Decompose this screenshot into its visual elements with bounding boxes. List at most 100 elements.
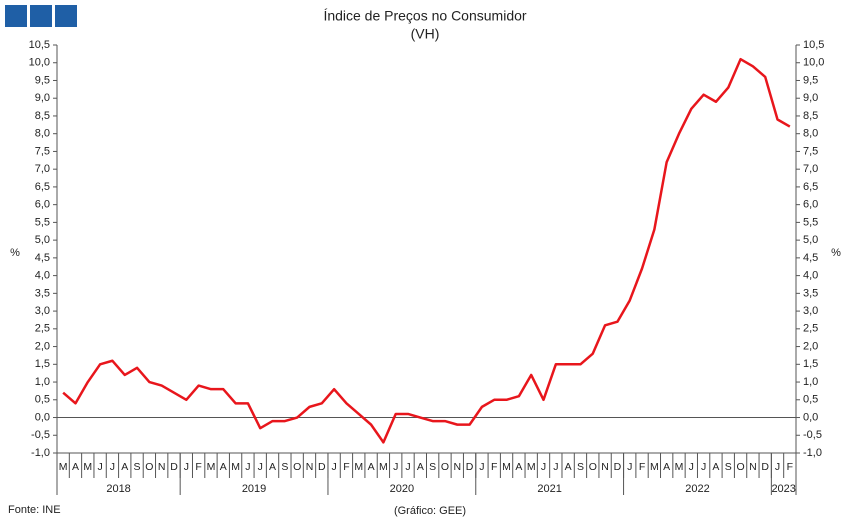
x-tick-label: J: [553, 461, 558, 473]
year-label: 2020: [390, 483, 414, 495]
x-tick-label: O: [736, 461, 744, 473]
x-tick-label: O: [145, 461, 153, 473]
y-tick-label: 8,0: [35, 128, 50, 140]
y2-tick-label: 10,5: [803, 39, 824, 51]
y-tick-label: -1,0: [31, 447, 50, 459]
year-label: 2022: [685, 483, 709, 495]
y2-tick-label: 4,5: [803, 252, 818, 264]
x-tick-label: J: [97, 461, 102, 473]
chart-subtitle: (VH): [411, 26, 440, 42]
x-tick-label: D: [761, 461, 769, 473]
y-tick-label: 6,5: [35, 181, 50, 193]
x-tick-label: S: [281, 461, 288, 473]
x-tick-label: A: [72, 461, 79, 473]
y-tick-label: 1,0: [35, 376, 50, 388]
y2-tick-label: 1,5: [803, 358, 818, 370]
y-tick-label: 3,5: [35, 287, 50, 299]
y2-tick-label: 8,0: [803, 128, 818, 140]
y2-tick-label: 2,5: [803, 323, 818, 335]
x-tick-label: N: [306, 461, 314, 473]
y2-tick-label: -1,0: [803, 447, 822, 459]
x-tick-label: F: [639, 461, 645, 473]
y2-tick-label: 4,0: [803, 270, 818, 282]
x-tick-label: F: [787, 461, 793, 473]
x-tick-label: M: [650, 461, 659, 473]
x-tick-label: A: [565, 461, 572, 473]
x-tick-label: J: [184, 461, 189, 473]
x-tick-label: A: [368, 461, 375, 473]
x-tick-label: M: [675, 461, 684, 473]
x-tick-label: D: [466, 461, 474, 473]
x-tick-label: O: [589, 461, 597, 473]
x-tick-label: J: [405, 461, 410, 473]
x-tick-label: A: [220, 461, 227, 473]
x-tick-label: S: [429, 461, 436, 473]
x-tick-label: M: [354, 461, 363, 473]
x-tick-label: J: [627, 461, 632, 473]
y2-tick-label: 1,0: [803, 376, 818, 388]
x-tick-label: D: [170, 461, 178, 473]
y2-tick-label: 8,5: [803, 110, 818, 122]
y2-tick-label: 9,0: [803, 92, 818, 104]
y2-tick-label: 5,5: [803, 216, 818, 228]
y2-tick-label: 9,5: [803, 74, 818, 86]
x-tick-label: O: [441, 461, 449, 473]
y-tick-label: 7,5: [35, 145, 50, 157]
y-tick-label: 7,0: [35, 163, 50, 175]
y2-tick-label: 7,0: [803, 163, 818, 175]
x-tick-label: S: [134, 461, 141, 473]
x-tick-label: N: [749, 461, 757, 473]
year-label: 2021: [537, 483, 561, 495]
x-tick-label: N: [158, 461, 166, 473]
y2-tick-label: 0,0: [803, 411, 818, 423]
y-tick-label: 4,5: [35, 252, 50, 264]
chart-title: Índice de Preços no Consumidor: [323, 8, 526, 24]
x-tick-label: J: [479, 461, 484, 473]
x-tick-label: F: [195, 461, 201, 473]
x-tick-label: M: [231, 461, 240, 473]
y-tick-label: 5,5: [35, 216, 50, 228]
y-tick-label: 10,0: [29, 57, 50, 69]
y2-tick-label: 7,5: [803, 145, 818, 157]
y2-tick-label: 10,0: [803, 57, 824, 69]
y-tick-label: 5,0: [35, 234, 50, 246]
y-tick-label: 1,5: [35, 358, 50, 370]
credit: (Gráfico: GEE): [394, 505, 466, 517]
x-tick-label: A: [121, 461, 128, 473]
x-tick-label: M: [83, 461, 92, 473]
y2-tick-label: 2,0: [803, 340, 818, 352]
y-tick-label: 6,0: [35, 199, 50, 211]
x-tick-label: A: [515, 461, 522, 473]
y-tick-label: 8,5: [35, 110, 50, 122]
year-label: 2023: [771, 483, 795, 495]
x-tick-label: A: [269, 461, 276, 473]
y-tick-label: 10,5: [29, 39, 50, 51]
x-tick-label: N: [601, 461, 609, 473]
x-tick-label: S: [577, 461, 584, 473]
x-tick-label: M: [207, 461, 216, 473]
y-axis-label: %: [10, 247, 20, 259]
source: Fonte: INE: [8, 504, 61, 516]
x-tick-label: M: [527, 461, 536, 473]
y2-axis-label: %: [831, 247, 841, 259]
y2-tick-label: 6,5: [803, 181, 818, 193]
x-tick-label: J: [110, 461, 115, 473]
y-tick-label: 0,0: [35, 411, 50, 423]
x-tick-label: J: [701, 461, 706, 473]
x-tick-label: J: [775, 461, 780, 473]
x-tick-label: J: [258, 461, 263, 473]
x-tick-label: O: [293, 461, 301, 473]
y2-tick-label: 5,0: [803, 234, 818, 246]
y2-tick-label: -0,5: [803, 429, 822, 441]
x-tick-label: M: [59, 461, 68, 473]
data-line: [62, 57, 791, 444]
y-tick-label: 3,0: [35, 305, 50, 317]
y-tick-label: 4,0: [35, 270, 50, 282]
x-tick-label: N: [453, 461, 461, 473]
x-tick-label: J: [393, 461, 398, 473]
x-tick-label: A: [663, 461, 670, 473]
x-tick-label: F: [343, 461, 349, 473]
x-tick-label: M: [379, 461, 388, 473]
x-tick-label: D: [614, 461, 622, 473]
